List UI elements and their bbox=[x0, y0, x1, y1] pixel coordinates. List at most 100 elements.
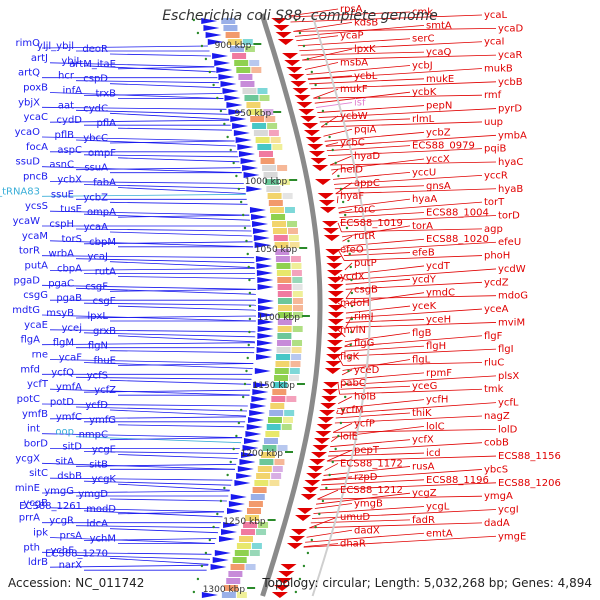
reverse-gene-arrow bbox=[242, 165, 259, 171]
reverse-gene-arrow bbox=[214, 60, 231, 66]
left-gene-label: ycbX bbox=[57, 175, 82, 186]
right-gene-label: mukB bbox=[484, 63, 513, 74]
left-gene-label: ycfS bbox=[87, 370, 108, 381]
left-gene-label: potC bbox=[17, 394, 40, 405]
right-gene-label: ycaQ bbox=[426, 47, 452, 58]
right-gene-label: ycdY bbox=[412, 274, 437, 285]
track-marker bbox=[243, 226, 247, 230]
cog-category-block bbox=[236, 67, 251, 73]
cog-category-block bbox=[277, 284, 292, 290]
cog-category-block bbox=[248, 501, 263, 507]
right-gene-label: ECS88_1172 bbox=[340, 458, 403, 469]
track-marker bbox=[216, 512, 219, 516]
right-label-line bbox=[345, 319, 425, 323]
track-marker bbox=[223, 122, 226, 126]
right-label-line bbox=[303, 535, 497, 548]
right-gene-label: flgL bbox=[412, 355, 431, 366]
left-gene-label: sitA bbox=[55, 456, 74, 467]
left-gene-label: ybcC bbox=[83, 133, 108, 144]
cog-category-block bbox=[279, 179, 290, 185]
reverse-gene-arrow bbox=[249, 410, 266, 416]
left-label-line bbox=[75, 315, 256, 319]
left-label-line bbox=[49, 62, 215, 68]
right-gene-label: ymgA bbox=[484, 491, 513, 502]
left-label-line bbox=[109, 498, 227, 502]
reverse-gene-arrow bbox=[250, 403, 267, 409]
left-gene-label: int bbox=[27, 424, 40, 435]
reverse-gene-arrow bbox=[241, 452, 258, 458]
right-label-line bbox=[345, 308, 483, 319]
left-gene-label: ycbZ bbox=[83, 192, 108, 203]
cog-category-block bbox=[291, 347, 302, 353]
right-label-line bbox=[345, 305, 411, 314]
left-label-line bbox=[109, 53, 212, 57]
reverse-gene-arrow bbox=[226, 508, 243, 514]
right-gene-label: torA bbox=[412, 221, 433, 232]
left-gene-label: cbpM bbox=[89, 237, 116, 248]
track-marker bbox=[349, 265, 352, 269]
track-marker bbox=[226, 473, 229, 477]
left-gene-label: ycaW bbox=[13, 216, 41, 227]
right-gene-label: ycbC bbox=[340, 138, 365, 149]
right-label-line bbox=[323, 466, 411, 476]
left-gene-label: ycaM bbox=[22, 231, 48, 242]
track-marker bbox=[345, 382, 349, 386]
right-label-line bbox=[297, 38, 411, 47]
right-label-line bbox=[305, 532, 425, 543]
cog-category-block bbox=[277, 319, 292, 325]
reverse-gene-arrow bbox=[212, 557, 229, 563]
left-label-line bbox=[109, 112, 230, 120]
reverse-gene-arrow bbox=[246, 424, 263, 430]
right-label-line bbox=[345, 322, 497, 328]
cog-category-block bbox=[292, 291, 303, 297]
cog-category-block bbox=[291, 354, 302, 360]
cog-category-block bbox=[292, 284, 303, 290]
cog-category-block bbox=[260, 158, 275, 164]
right-gene-label: ycaL bbox=[484, 10, 508, 21]
reverse-gene-arrow bbox=[226, 102, 243, 108]
cog-category-block bbox=[232, 53, 247, 59]
right-gene-label: ycbK bbox=[412, 87, 437, 98]
right-gene-label: pabC bbox=[340, 378, 366, 389]
left-label-line bbox=[75, 406, 248, 412]
left-label-line bbox=[41, 193, 246, 197]
right-label-line bbox=[309, 78, 425, 85]
right-gene-label: ECS88_1156 bbox=[498, 451, 561, 462]
forward-gene-arrow bbox=[319, 207, 336, 213]
left-label-line bbox=[109, 409, 247, 417]
left-gene-label: narX bbox=[59, 560, 83, 571]
left-label-line bbox=[75, 109, 228, 115]
right-gene-label: flgB bbox=[412, 328, 432, 339]
reverse-gene-arrow bbox=[223, 522, 240, 528]
scale-label: 1200 kbp bbox=[241, 449, 284, 459]
cog-category-block bbox=[225, 32, 240, 38]
track-marker bbox=[232, 447, 235, 451]
right-label-line bbox=[342, 238, 425, 247]
right-label-line bbox=[310, 519, 411, 524]
left-gene-label: sitB bbox=[89, 459, 108, 470]
cog-category-block bbox=[277, 340, 292, 346]
left-gene-label: sitC bbox=[29, 468, 48, 479]
forward-gene-arrow bbox=[271, 18, 288, 24]
reverse-gene-arrow bbox=[252, 389, 269, 395]
right-label-line bbox=[342, 235, 353, 242]
right-gene-label: plsX bbox=[498, 371, 519, 382]
left-label-line bbox=[109, 528, 218, 534]
right-gene-label: ycfX bbox=[412, 435, 434, 446]
right-gene-label: ycbW bbox=[340, 111, 368, 122]
track-marker bbox=[318, 96, 321, 100]
right-gene-label: ycgL bbox=[426, 502, 450, 513]
left-gene-label: ycaA bbox=[84, 222, 109, 233]
right-gene-label: pepT bbox=[354, 445, 380, 456]
cog-category-block bbox=[223, 25, 238, 31]
forward-gene-arrow bbox=[302, 123, 319, 129]
cog-category-block bbox=[244, 95, 259, 101]
right-label-line bbox=[299, 41, 483, 52]
reverse-gene-arrow bbox=[201, 592, 218, 598]
track-marker bbox=[237, 187, 241, 191]
left-gene-label: flgM bbox=[53, 338, 74, 349]
left-label-line bbox=[109, 83, 221, 89]
left-label-line bbox=[41, 342, 255, 346]
right-gene-label: torD bbox=[498, 210, 520, 221]
left-label-line bbox=[83, 241, 253, 245]
